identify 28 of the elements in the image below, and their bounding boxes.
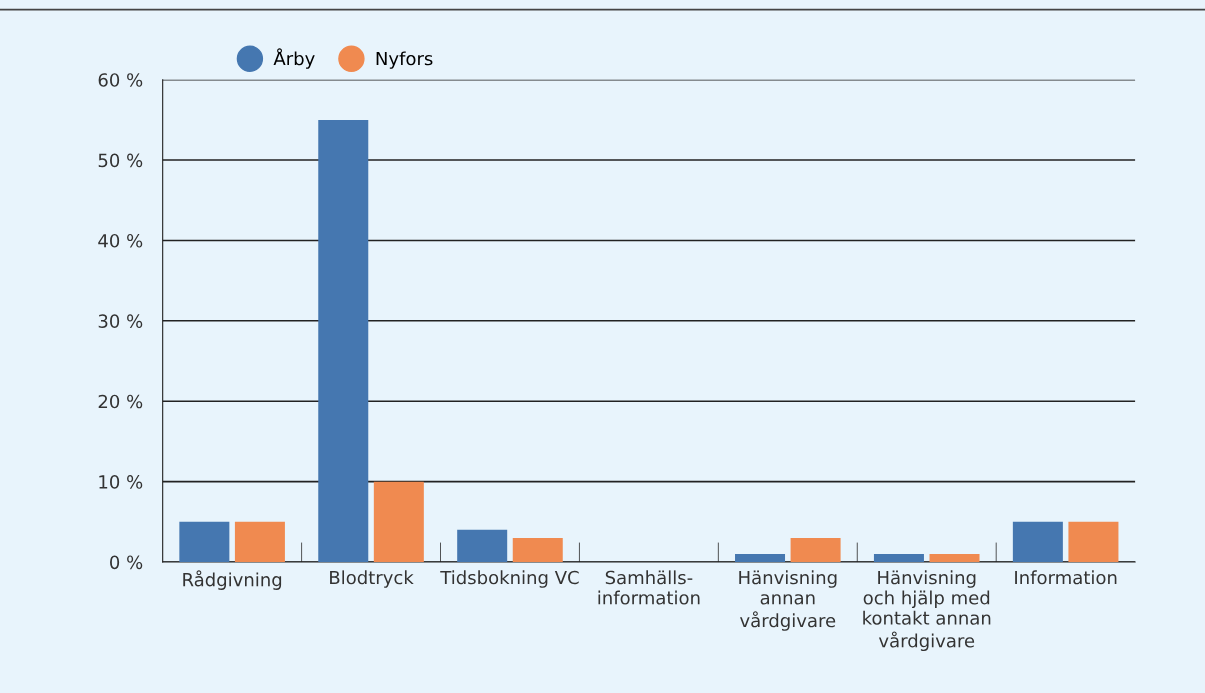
y-tick-label: 20 % — [98, 394, 143, 409]
bar — [790, 537, 841, 563]
y-tick-label: 0 % — [110, 555, 143, 570]
bar — [373, 481, 424, 563]
legend-label: Årby — [273, 48, 315, 69]
y-tick-label: 50 % — [98, 153, 143, 168]
bar — [179, 521, 230, 563]
y-tick-label: 30 % — [98, 314, 143, 328]
x-tick-label: Blodtryck — [330, 570, 414, 588]
bar — [234, 521, 285, 563]
x-tick-label: Tidsbokning VC — [440, 570, 579, 588]
bar — [1068, 521, 1119, 563]
x-tick-label: Information — [1015, 570, 1117, 585]
bar — [1012, 521, 1063, 563]
bar — [735, 553, 786, 563]
bar — [318, 119, 369, 563]
bar — [929, 553, 980, 563]
y-tick-label: 60 % — [98, 73, 143, 87]
bar — [512, 537, 563, 563]
y-tick-label: 40 % — [98, 233, 143, 248]
legend-label: Nyfors — [376, 51, 433, 69]
x-tick-label: Rådgivning — [183, 570, 282, 590]
y-tick-label: 10 % — [99, 475, 143, 489]
x-tick-label: Samhälls- information — [598, 570, 700, 605]
bar — [873, 553, 924, 563]
bar — [457, 529, 508, 563]
x-tick-label: Hänvisning annan vårdgivare — [739, 570, 837, 631]
x-tick-label: Hänvisning och hjälp med kontakt annan vårdgivare — [863, 570, 991, 652]
